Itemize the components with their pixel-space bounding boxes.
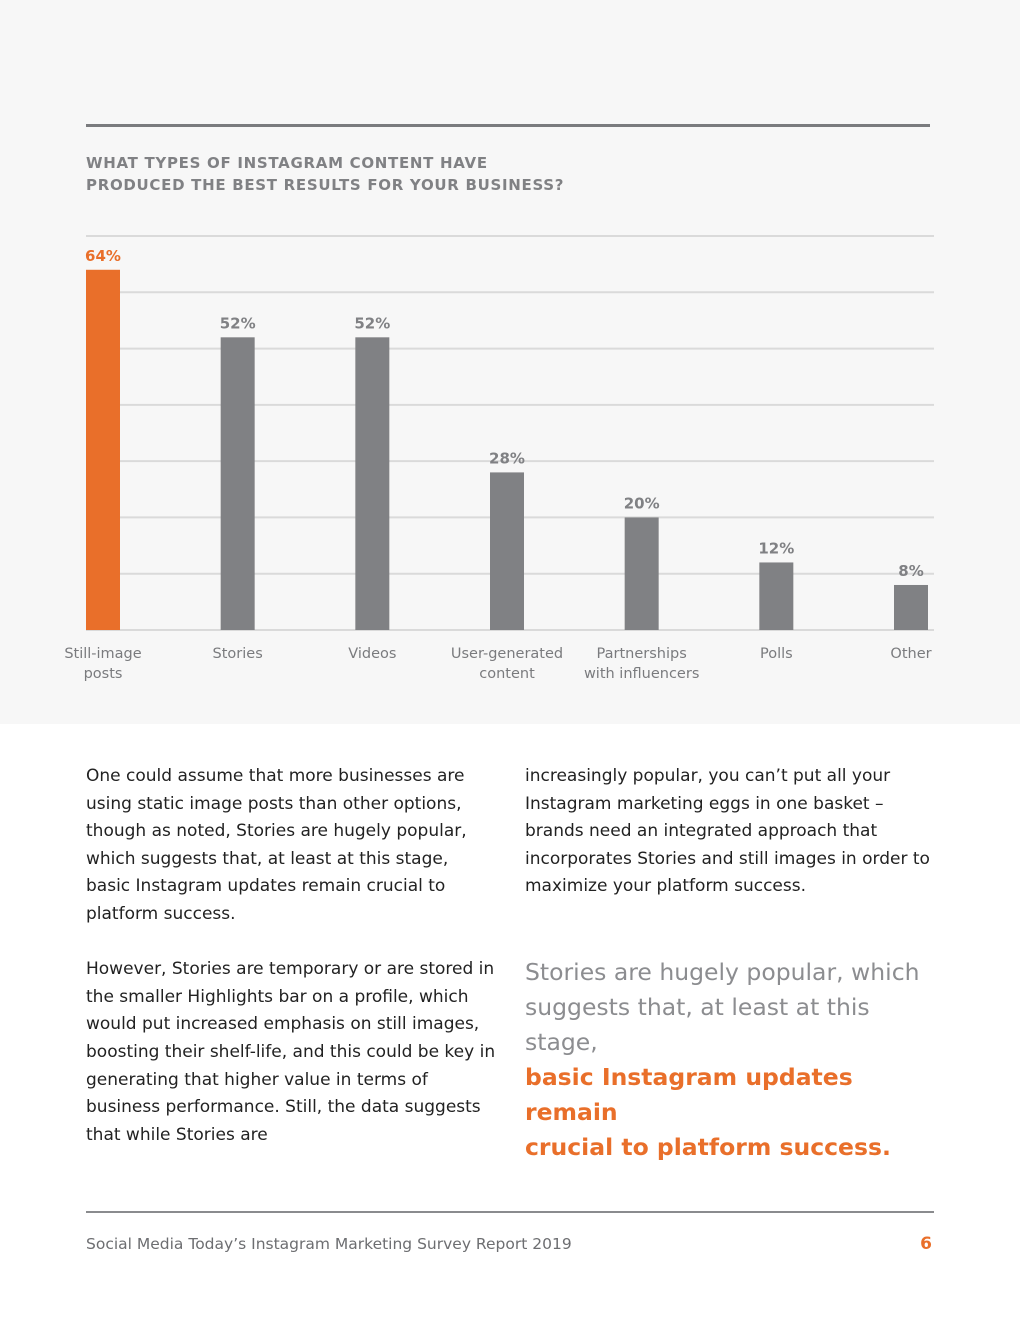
- bar: [86, 269, 120, 630]
- category-label: Stories: [213, 646, 263, 662]
- body-column-right: increasingly popular, you can’t put all …: [525, 763, 940, 929]
- data-label: 52%: [220, 314, 256, 332]
- chart-panel: WHAT TYPES OF INSTAGRAM CONTENT HAVE PRO…: [64, 124, 934, 682]
- body-column-left: One could assume that more businesses ar…: [86, 763, 496, 1177]
- category-label: posts: [84, 666, 123, 682]
- data-label: 28%: [489, 449, 525, 467]
- footer-report-title: Social Media Today’s Instagram Marketing…: [86, 1235, 572, 1253]
- data-label: 20%: [624, 494, 660, 512]
- footer-rule: [86, 1211, 934, 1213]
- bar: [894, 584, 928, 630]
- category-label: User-generated: [451, 646, 563, 662]
- top-rule: [86, 124, 930, 127]
- page-number: 6: [920, 1234, 932, 1254]
- pull-quote-highlight-1: basic Instagram updates remain: [525, 1063, 853, 1126]
- bar: [220, 337, 255, 630]
- bar-chart: 64% Still-image posts 52% Stories 52% Videos 28…: [64, 235, 934, 682]
- chart-title: WHAT TYPES OF INSTAGRAM CONTENT HAVE PRO…: [86, 152, 786, 196]
- category-label: Videos: [348, 646, 396, 662]
- data-label: 64%: [85, 247, 121, 265]
- category-label: Other: [890, 646, 931, 662]
- body-paragraph-2: However, Stories are temporary or are st…: [86, 959, 496, 1145]
- data-label: 12%: [758, 539, 794, 557]
- bar: [759, 562, 794, 630]
- category-label: with influencers: [584, 666, 699, 682]
- category-label: Still-image: [64, 646, 141, 662]
- body-paragraph-1: One could assume that more businesses ar…: [86, 766, 467, 924]
- chart-title-line-1: WHAT TYPES OF INSTAGRAM CONTENT HAVE: [86, 154, 488, 172]
- body-paragraph-3: increasingly popular, you can’t put all …: [525, 766, 930, 897]
- chart-title-line-2: PRODUCED THE BEST RESULTS FOR YOUR BUSIN…: [86, 176, 565, 194]
- category-label: Polls: [760, 646, 793, 662]
- bar: [624, 517, 659, 630]
- category-label: content: [479, 666, 535, 682]
- data-label: 52%: [354, 314, 390, 332]
- bar: [490, 472, 524, 630]
- category-label: Partnerships: [597, 646, 687, 662]
- pull-quote: Stories are hugely popular, which sugges…: [525, 955, 945, 1165]
- pull-quote-line-2: suggests that, at least at this stage,: [525, 993, 870, 1056]
- bar: [355, 337, 390, 630]
- pull-quote-line-1: Stories are hugely popular, which: [525, 958, 920, 986]
- data-label: 8%: [898, 562, 923, 580]
- pull-quote-highlight-2: crucial to platform success.: [525, 1133, 891, 1161]
